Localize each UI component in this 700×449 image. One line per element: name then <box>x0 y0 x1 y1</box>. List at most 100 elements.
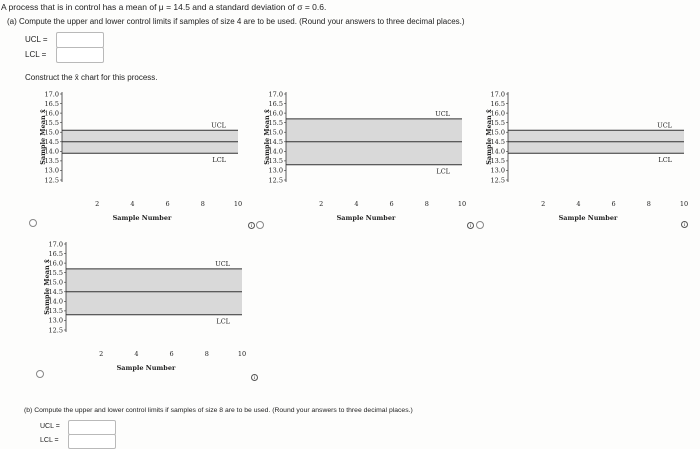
x-tick-label: 8 <box>647 200 651 208</box>
x-tick-label: 10 <box>458 200 466 208</box>
y-tick-label: 15.5 <box>45 119 59 127</box>
y-tick-label: 14.0 <box>45 148 59 156</box>
y-tick-label: 17.0 <box>49 240 63 248</box>
x-tick-label: 8 <box>205 350 209 358</box>
y-tick-label: 17.0 <box>45 90 59 98</box>
x-tick-label: 8 <box>201 200 205 208</box>
x-tick-label: 4 <box>130 200 134 208</box>
y-tick-label: 13.0 <box>49 317 63 325</box>
y-tick-label: 17.0 <box>491 90 505 98</box>
y-tick-label: 14.0 <box>269 148 283 156</box>
y-tick-label: 16.5 <box>491 100 505 108</box>
ucl-label-b: UCL = <box>40 423 60 430</box>
y-tick-label: 12.5 <box>49 326 63 334</box>
y-tick-label: 16.5 <box>269 100 283 108</box>
y-tick-label: 14.5 <box>49 288 63 296</box>
y-tick-label: 14.0 <box>49 298 63 306</box>
x-axis-label: Sample Number <box>117 364 176 372</box>
x-tick-label: 6 <box>612 200 616 208</box>
y-tick-label: 13.0 <box>45 167 59 175</box>
y-axis-label: Sample Mean x̄ <box>263 109 271 165</box>
y-tick-label: 13.0 <box>491 167 505 175</box>
x-tick-label: 2 <box>541 200 545 208</box>
y-tick-label: 15.0 <box>45 129 59 137</box>
y-tick-label: 13.5 <box>269 157 283 165</box>
ucl-input[interactable] <box>56 32 104 48</box>
y-tick-label: 14.5 <box>269 138 283 146</box>
y-tick-label: 16.0 <box>491 109 505 117</box>
construct-instructions: Construct the x̄ chart for this process. <box>25 73 158 82</box>
y-tick-label: 15.5 <box>269 119 283 127</box>
part-a-instructions: (a) Compute the upper and lower control … <box>7 17 465 26</box>
lcl-chart-label: LCL <box>658 156 672 164</box>
y-tick-label: 16.0 <box>269 109 283 117</box>
lcl-label: LCL = <box>25 50 47 59</box>
y-tick-label: 12.5 <box>269 176 283 184</box>
radio-option-2[interactable] <box>256 221 264 229</box>
x-tick-label: 10 <box>234 200 242 208</box>
y-tick-label: 14.5 <box>491 138 505 146</box>
part-b-instructions: (b) Compute the upper and lower control … <box>24 407 413 414</box>
ucl-chart-label: UCL <box>435 110 450 118</box>
y-tick-label: 16.0 <box>49 259 63 267</box>
x-tick-label: 10 <box>238 350 246 358</box>
y-tick-label: 16.5 <box>45 100 59 108</box>
y-tick-label: 13.0 <box>269 167 283 175</box>
problem-statement: A process that is in control has a mean … <box>1 2 327 12</box>
y-tick-label: 14.0 <box>491 148 505 156</box>
lcl-input[interactable] <box>56 47 104 63</box>
y-axis-label: Sample Mean x̄ <box>39 109 47 165</box>
y-tick-label: 16.5 <box>49 250 63 258</box>
x-tick-label: 6 <box>170 350 174 358</box>
lcl-chart-label: LCL <box>216 318 230 326</box>
radio-option-3[interactable] <box>476 221 484 229</box>
y-tick-label: 12.5 <box>491 176 505 184</box>
x-tick-label: 2 <box>95 200 99 208</box>
x-tick-label: 2 <box>319 200 323 208</box>
x-tick-label: 2 <box>99 350 103 358</box>
y-tick-label: 13.5 <box>491 157 505 165</box>
x-tick-label: 4 <box>354 200 358 208</box>
y-tick-label: 16.0 <box>45 109 59 117</box>
radio-option-1[interactable] <box>29 219 37 227</box>
y-axis-label: Sample Mean x̄ <box>43 259 51 315</box>
ucl-chart-label: UCL <box>657 121 672 129</box>
x-axis-label: Sample Number <box>559 214 618 222</box>
ucl-chart-label: UCL <box>211 121 226 129</box>
ucl-chart-label: UCL <box>215 260 230 268</box>
x-tick-label: 6 <box>390 200 394 208</box>
y-tick-label: 14.5 <box>45 138 59 146</box>
xbar-chart-option-1: 17.0 16.516.0 15.5 15.014.5 14.013.5 13.012.5… <box>39 90 242 222</box>
radio-option-4[interactable] <box>36 370 44 378</box>
x-tick-label: 8 <box>425 200 429 208</box>
xbar-chart-option-2: 17.0 16.516.0 15.5 15.014.5 14.013.5 13.012.5… <box>263 90 466 222</box>
ucl-label: UCL = <box>25 35 48 44</box>
x-tick-label: 10 <box>680 200 688 208</box>
x-tick-label: 4 <box>576 200 580 208</box>
lcl-chart-label: LCL <box>212 156 226 164</box>
lcl-input-b[interactable] <box>68 434 116 449</box>
info-icon[interactable]: i <box>681 221 688 228</box>
x-axis-label: Sample Number <box>113 214 172 222</box>
y-tick-label: 12.5 <box>45 176 59 184</box>
xbar-chart-option-4: 17.0 16.516.0 15.5 15.014.5 14.013.5 13.012.5… <box>43 240 246 372</box>
x-tick-label: 4 <box>134 350 138 358</box>
y-axis-label: Sample Mean x̄ <box>485 109 493 165</box>
y-tick-label: 15.0 <box>269 129 283 137</box>
y-tick-label: 13.5 <box>49 307 63 315</box>
ucl-input-b[interactable] <box>68 420 116 435</box>
y-tick-label: 13.5 <box>45 157 59 165</box>
x-tick-label: 6 <box>166 200 170 208</box>
y-tick-label: 15.0 <box>491 129 505 137</box>
info-icon[interactable]: i <box>248 222 255 229</box>
info-icon[interactable]: i <box>251 374 258 381</box>
y-tick-label: 15.5 <box>49 269 63 277</box>
y-tick-label: 17.0 <box>269 90 283 98</box>
x-axis-label: Sample Number <box>337 214 396 222</box>
y-tick-label: 15.0 <box>49 279 63 287</box>
lcl-chart-label: LCL <box>436 168 450 176</box>
xbar-chart-option-3: 17.0 16.516.0 15.5 15.014.5 14.013.5 13.012.5… <box>485 90 688 222</box>
lcl-label-b: LCL = <box>40 437 59 444</box>
y-tick-label: 15.5 <box>491 119 505 127</box>
info-icon[interactable]: i <box>467 222 474 229</box>
